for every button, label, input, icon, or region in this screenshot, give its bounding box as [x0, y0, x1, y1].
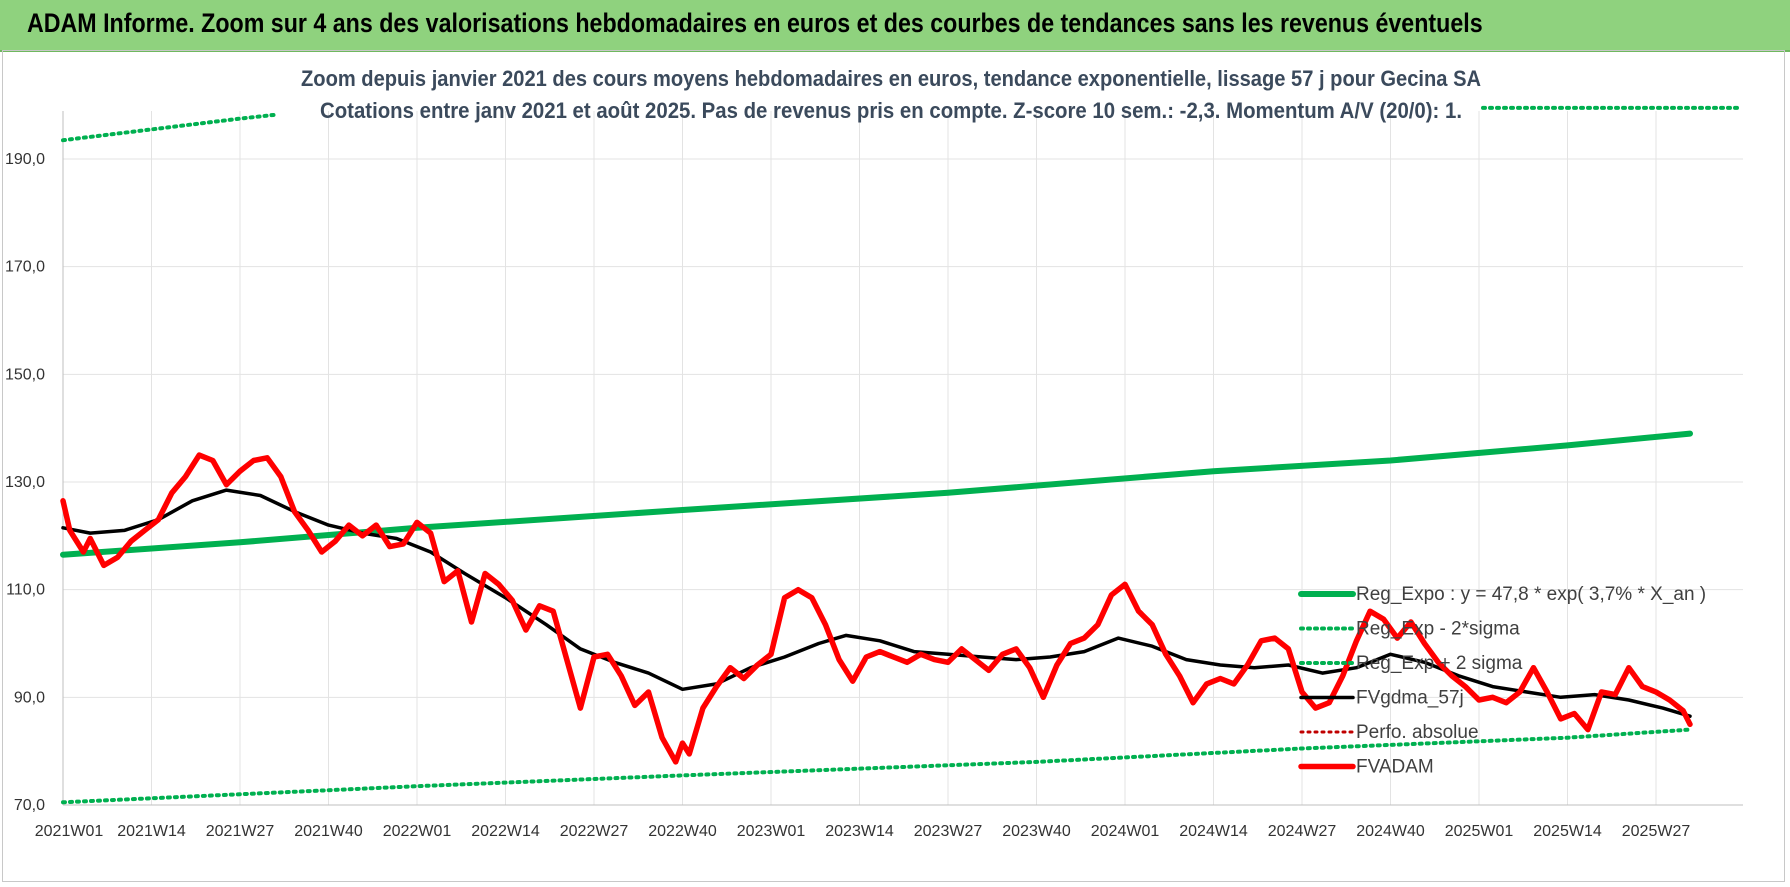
x-tick-label: 2025W01	[1445, 823, 1514, 840]
series-line-reg-exp-2-sigma	[61, 727, 1692, 805]
y-tick-label: 130,0	[5, 474, 45, 491]
line-chart: Zoom depuis janvier 2021 des cours moyen…	[5, 66, 1743, 840]
y-tick-label: 190,0	[5, 151, 45, 168]
chart-title: Zoom depuis janvier 2021 des cours moyen…	[301, 66, 1481, 91]
y-tick-label: 70,0	[14, 797, 45, 814]
chart-subtitle: Cotations entre janv 2021 et août 2025. …	[320, 98, 1462, 123]
x-tick-label: 2025W14	[1533, 823, 1602, 840]
legend: Reg_Expo : y = 47,8 * exp( 3,7% * X_an )…	[1298, 584, 1706, 778]
series-line-reg-expo-y-47-8-exp-3-7-x-an	[60, 430, 1693, 558]
series-line-fvadam	[60, 452, 1693, 765]
report-title: ADAM Informe. Zoom sur 4 ans des valoris…	[27, 8, 1483, 38]
report-banner: ADAM Informe. Zoom sur 4 ans des valoris…	[0, 0, 1790, 52]
series-line-fvgdma-57j	[61, 488, 1692, 718]
grid	[62, 111, 1743, 806]
x-tick-label: 2021W14	[117, 823, 186, 840]
legend-label: Reg_Exp + 2 sigma	[1356, 653, 1523, 674]
legend-label: FVADAM	[1356, 757, 1434, 778]
x-tick-label: 2022W40	[648, 823, 717, 840]
chart-frame: Zoom depuis janvier 2021 des cours moyen…	[2, 50, 1785, 882]
legend-label: Reg_Exp - 2*sigma	[1356, 619, 1520, 640]
series-layer	[60, 105, 1743, 805]
legend-label: FVgdma_57j	[1356, 688, 1464, 709]
x-tick-label: 2024W01	[1091, 823, 1160, 840]
x-tick-label: 2024W40	[1356, 823, 1425, 840]
legend-label: Perfo. absolue	[1356, 722, 1479, 743]
series-line-reg-exp-2-sigma	[61, 112, 276, 143]
legend-label: Reg_Expo : y = 47,8 * exp( 3,7% * X_an )	[1356, 584, 1706, 605]
x-tick-label: 2024W14	[1179, 823, 1248, 840]
x-tick-label: 2023W14	[825, 823, 894, 840]
y-tick-label: 110,0	[6, 582, 45, 599]
x-tick-label: 2025W27	[1622, 823, 1691, 840]
y-tick-label: 170,0	[5, 259, 45, 276]
y-tick-label: 150,0	[5, 366, 45, 383]
x-tick-label: 2022W27	[560, 823, 629, 840]
x-tick-label: 2022W01	[383, 823, 452, 840]
x-tick-label: 2021W27	[206, 823, 275, 840]
x-axis: 2021W01 2021W14 2021W27 2021W40 2022W01 2022W…	[35, 823, 1691, 840]
x-tick-label: 2021W01	[35, 823, 104, 840]
x-tick-label: 2021W40	[294, 823, 363, 840]
x-tick-label: 2022W14	[471, 823, 540, 840]
x-tick-label: 2023W27	[914, 823, 983, 840]
y-tick-label: 90,0	[14, 689, 45, 706]
x-tick-label: 2023W40	[1002, 823, 1071, 840]
y-axis: 70,0 90,0 110,0 130,0 150,0 170,0 190,0	[5, 151, 45, 814]
x-tick-label: 2023W01	[737, 823, 806, 840]
x-tick-label: 2024W27	[1268, 823, 1337, 840]
